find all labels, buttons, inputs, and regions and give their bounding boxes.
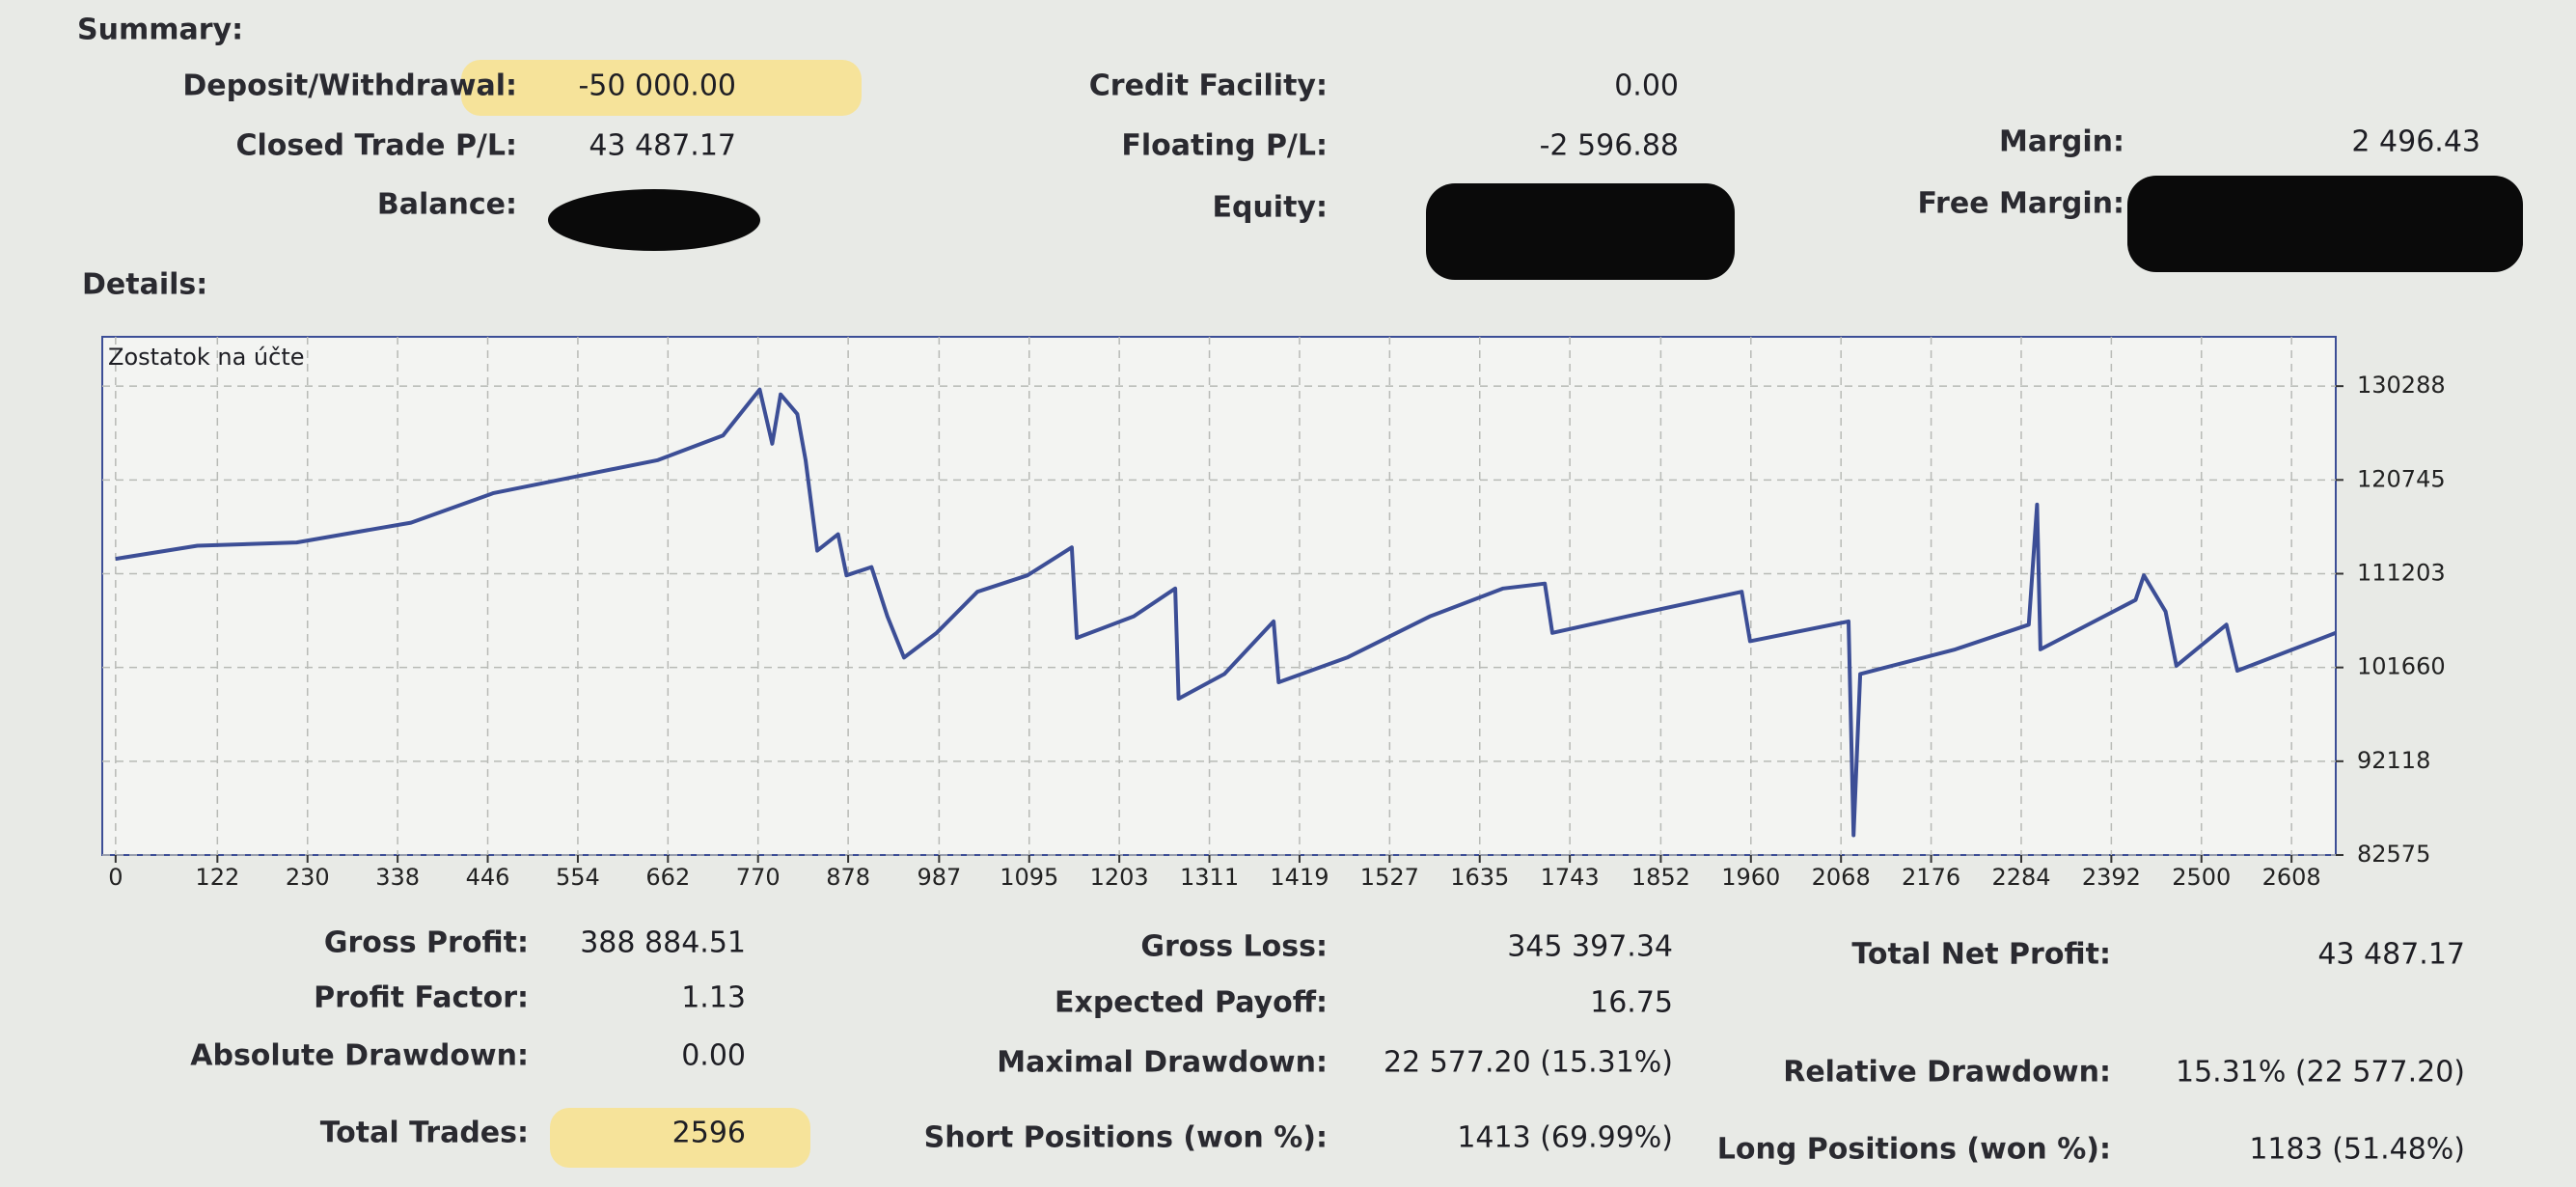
redaction: [548, 189, 760, 251]
y-tick-label: 101660: [2357, 653, 2446, 680]
stat-label: Relative Drawdown:: [1783, 1056, 2111, 1090]
summary-label: Balance:: [377, 188, 517, 222]
y-tick-label: 82575: [2357, 841, 2430, 868]
redaction: [1426, 183, 1735, 280]
stat-value: 15.31% (22 577.20): [2176, 1056, 2465, 1090]
x-tick-label: 1203: [1090, 864, 1149, 891]
x-tick-label: 1311: [1180, 864, 1239, 891]
summary-label: Deposit/Withdrawal:: [182, 69, 517, 103]
summary-value: -2 596.88: [1540, 129, 1679, 163]
x-tick-label: 338: [375, 864, 420, 891]
x-tick-label: 2392: [2082, 864, 2141, 891]
stat-value: 43 487.17: [2317, 938, 2465, 972]
x-tick-label: 2284: [1991, 864, 2050, 891]
x-tick-label: 878: [826, 864, 870, 891]
x-tick-label: 1852: [1631, 864, 1690, 891]
stat-label: Expected Payoff:: [1055, 986, 1328, 1020]
legend-label: Zostatok na účte: [108, 344, 305, 371]
highlight: [550, 1108, 810, 1168]
summary-value: 43 487.17: [589, 129, 736, 163]
x-tick-label: 2068: [1812, 864, 1871, 891]
stat-label: Short Positions (won %):: [924, 1121, 1328, 1155]
summary-label: Floating P/L:: [1121, 129, 1328, 163]
x-tick-label: 2176: [1902, 864, 1960, 891]
summary-value: 2 496.43: [2351, 125, 2480, 159]
stat-label: Maximal Drawdown:: [997, 1046, 1328, 1080]
summary-label: Margin:: [1999, 125, 2124, 159]
x-tick-label: 2608: [2262, 864, 2321, 891]
y-tick-label: 120745: [2357, 465, 2446, 492]
x-tick-label: 230: [286, 864, 330, 891]
chart-area: [101, 336, 2337, 856]
line: [115, 387, 2337, 838]
x-tick-label: 770: [736, 864, 781, 891]
x-tick-label: 1419: [1270, 864, 1329, 891]
stat-value: 1.13: [681, 981, 746, 1015]
details-title: Details:: [82, 268, 207, 302]
summary-label: Credit Facility:: [1089, 69, 1328, 103]
x-tick-label: 1743: [1541, 864, 1600, 891]
x-tick-label: 2500: [2172, 864, 2231, 891]
x-tick-label: 446: [466, 864, 510, 891]
stat-value: 388 884.51: [580, 926, 746, 960]
x-tick-label: 0: [108, 864, 123, 891]
stat-label: Total Net Profit:: [1851, 938, 2111, 972]
stat-label: Gross Profit:: [324, 926, 529, 960]
summary-label: Equity:: [1212, 191, 1328, 225]
y-tick-label: 130288: [2357, 372, 2446, 399]
x-tick-label: 1635: [1450, 864, 1509, 891]
stat-value: 16.75: [1590, 986, 1673, 1020]
x-tick-label: 1960: [1721, 864, 1780, 891]
stat-label: Long Positions (won %):: [1717, 1133, 2111, 1167]
y-tick-label: 92118: [2357, 747, 2430, 774]
x-tick-label: 662: [645, 864, 690, 891]
stat-value: 2596: [672, 1117, 746, 1150]
summary-value: 0.00: [1614, 69, 1679, 103]
summary-label: Free Margin:: [1917, 187, 2124, 221]
summary-title: Summary:: [77, 14, 243, 47]
stat-label: Gross Loss:: [1140, 930, 1328, 964]
summary-label: Closed Trade P/L:: [235, 129, 517, 163]
redaction: [2127, 176, 2523, 272]
stat-value: 0.00: [681, 1039, 746, 1073]
stat-label: Profit Factor:: [314, 981, 529, 1015]
stat-value: 345 397.34: [1507, 930, 1673, 964]
x-tick-label: 1095: [1000, 864, 1058, 891]
stat-value: 1413 (69.99%): [1457, 1121, 1673, 1155]
summary-value: -50 000.00: [578, 69, 736, 103]
stat-label: Absolute Drawdown:: [190, 1039, 529, 1073]
stat-label: Total Trades:: [320, 1117, 529, 1150]
y-tick-label: 111203: [2357, 559, 2446, 586]
x-tick-label: 1527: [1360, 864, 1419, 891]
stat-value: 1183 (51.48%): [2249, 1133, 2465, 1167]
x-tick-label: 554: [556, 864, 600, 891]
stat-value: 22 577.20 (15.31%): [1384, 1046, 1673, 1080]
x-tick-label: 122: [195, 864, 239, 891]
highlight: [461, 60, 862, 116]
x-tick-label: 987: [917, 864, 961, 891]
